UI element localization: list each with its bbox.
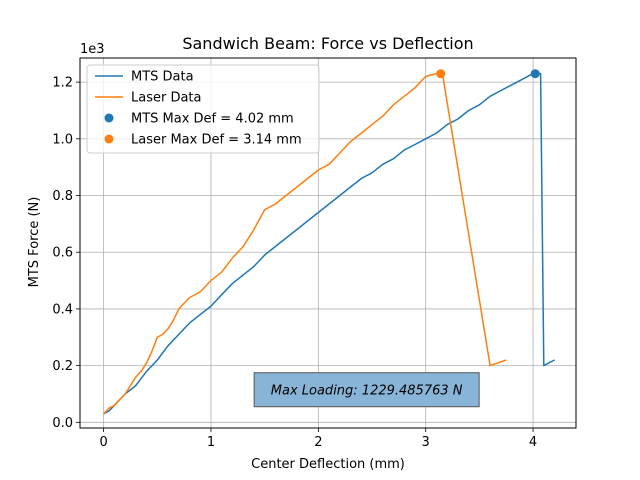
- x-tick-label: 0: [99, 435, 107, 450]
- legend-entry-label: Laser Data: [131, 91, 202, 106]
- legend-entry-label: MTS Data: [131, 70, 194, 85]
- plot-frame: [79, 57, 577, 429]
- legend-box: [86, 64, 320, 154]
- y-multiplier-label: 1e3: [80, 42, 105, 57]
- y-tick-label: 0.8: [52, 189, 73, 204]
- legend-marker-swatch: [104, 134, 114, 144]
- annotation-box: [253, 372, 480, 408]
- annotation-text: Max Loading: 1229.485763 N: [271, 384, 463, 399]
- x-axis-label: Center Deflection (mm): [251, 457, 405, 472]
- y-tick-label: 0.2: [52, 359, 73, 374]
- y-axis-label: MTS Force (N): [27, 197, 42, 288]
- x-tick-label: 4: [529, 435, 537, 450]
- series-layer: [103, 72, 555, 415]
- chart-title: Sandwich Beam: Force vs Deflection: [182, 34, 473, 53]
- y-tick-label: 0.6: [52, 246, 73, 261]
- series-line-0: [103, 72, 555, 415]
- y-tick-label: 1.0: [52, 132, 73, 147]
- x-axis-ticks: 0 1 2 3 4: [99, 428, 537, 450]
- x-tick-label: 1: [207, 435, 215, 450]
- max-deflection-point-0: [530, 69, 540, 79]
- legend-entry-label: Laser Max Def = 3.14 mm: [131, 133, 302, 148]
- max-deflection-point-1: [436, 69, 446, 79]
- annotation: Max Loading: 1229.485763 N: [253, 372, 480, 408]
- y-axis-ticks: 0.0 0.2 0.4 0.6 0.8 1.0 1.2: [52, 76, 80, 431]
- x-tick-label: 2: [314, 435, 322, 450]
- legend-marker-swatch: [104, 113, 114, 123]
- points-layer: [436, 69, 540, 79]
- x-tick-label: 3: [422, 435, 430, 450]
- legend-entry-label: MTS Max Def = 4.02 mm: [131, 112, 294, 127]
- series-line-1: [103, 72, 507, 415]
- y-tick-label: 1.2: [52, 76, 73, 91]
- y-tick-label: 0.0: [52, 416, 73, 431]
- y-tick-label: 0.4: [52, 302, 73, 317]
- legend: MTS Data Laser Data MTS Max Def = 4.02 mm L…: [86, 64, 320, 154]
